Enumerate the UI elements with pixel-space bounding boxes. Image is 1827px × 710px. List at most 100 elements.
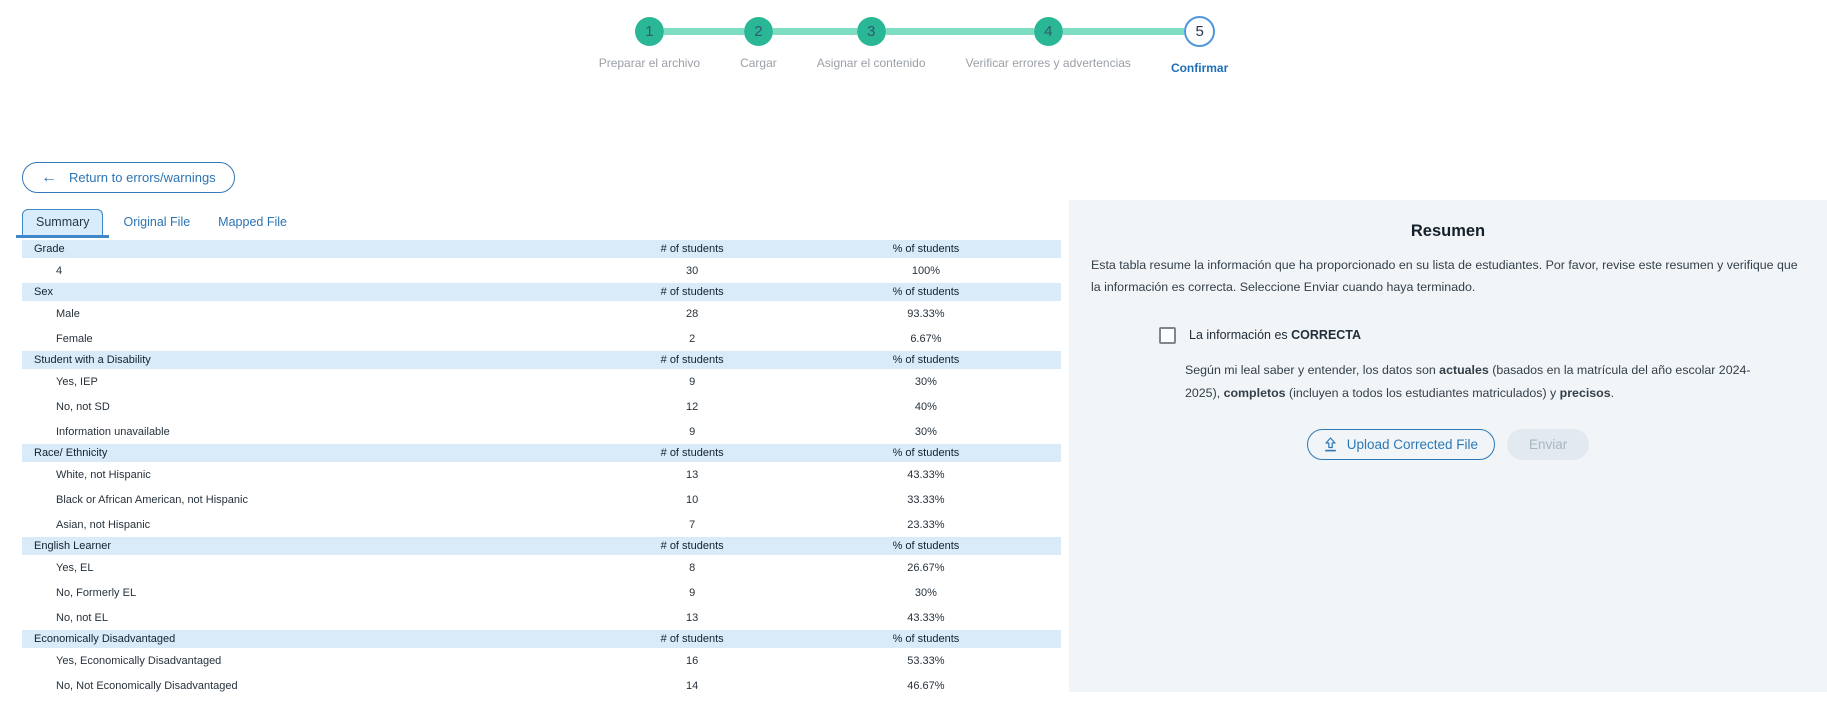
upload-button-label: Upload Corrected File	[1346, 436, 1479, 452]
row-percent: 26.67%	[907, 561, 945, 574]
panel-intro-text: Esta tabla resume la información que ha …	[1091, 258, 1798, 295]
row-label: No, Not Economically Disadvantaged	[56, 679, 238, 692]
row-label: Female	[56, 332, 93, 345]
table-row: Yes, IEP 9 30%	[22, 369, 1061, 394]
section-category-label: Sex	[34, 286, 53, 298]
step-connector-left	[1150, 27, 1185, 35]
row-label: Information unavailable	[56, 425, 170, 438]
col-header-count: # of students	[660, 286, 724, 298]
col-header-count: # of students	[660, 540, 724, 552]
section-category-label: Economically Disadvantaged	[34, 633, 176, 645]
col-header-percent: % of students	[892, 354, 960, 366]
row-label: Asian, not Hispanic	[56, 518, 151, 531]
row-percent: 30%	[914, 375, 937, 388]
row-percent: 30%	[914, 586, 937, 599]
col-header-count: # of students	[660, 354, 724, 366]
confirmation-panel: Resumen Esta tabla resume la información…	[1069, 200, 1827, 692]
table-row: Yes, EL 8 26.67%	[22, 555, 1061, 580]
row-count: 9	[689, 425, 696, 438]
table-row: No, Formerly EL 9 30%	[22, 580, 1061, 605]
step-3: 3 Asignar el contenido	[796, 15, 946, 75]
table-row: Black or African American, not Hispanic 1…	[22, 487, 1061, 512]
table-section-header: Grade # of students % of students	[22, 240, 1061, 258]
row-count: 8	[689, 561, 696, 574]
row-count: 16	[686, 654, 699, 667]
step-2: 2 Cargar	[720, 15, 797, 75]
back-arrow-icon: ←	[41, 168, 57, 186]
tab-mapped-file[interactable]: Mapped File	[218, 215, 287, 229]
summary-table: Grade # of students % of students 4 30 100% Se…	[22, 240, 1061, 698]
step-connector-left	[945, 27, 1034, 35]
row-label: No, not SD	[56, 400, 110, 413]
row-percent: 43.33%	[907, 468, 945, 481]
row-count: 14	[686, 679, 699, 692]
row-label: Male	[56, 307, 80, 320]
step-circle-4: 4	[1033, 16, 1063, 46]
step-circle-2: 2	[743, 16, 773, 46]
step-4: 4 Verificar errores y advertencias	[945, 15, 1151, 75]
col-header-count: # of students	[660, 633, 724, 645]
row-count: 28	[686, 307, 699, 320]
section-category-label: English Learner	[34, 540, 112, 552]
col-header-percent: % of students	[892, 243, 960, 255]
table-section-header: Economically Disadvantaged # of students%…	[22, 630, 1061, 648]
table-section-header: English Learner # of students % of student…	[22, 537, 1061, 555]
row-percent: 93.33%	[907, 307, 945, 320]
step-track: 3	[796, 15, 946, 47]
row-percent: 100%	[911, 264, 940, 277]
information-correct-checkbox[interactable]	[1159, 326, 1176, 344]
row-count: 13	[686, 468, 699, 481]
row-count: 9	[689, 586, 696, 599]
table-row: Information unavailable 9 30%	[22, 419, 1061, 444]
row-percent: 33.33%	[907, 493, 945, 506]
step-1: 1 Preparar el archivo	[579, 15, 721, 75]
return-to-errors-button[interactable]: ← Return to errors/warnings	[22, 162, 235, 193]
row-percent: 23.33%	[907, 518, 945, 531]
step-track: 5	[1150, 15, 1248, 47]
step-circle-5: 5	[1184, 15, 1216, 47]
row-count: 30	[686, 264, 699, 277]
step-label: Preparar el archivo	[598, 56, 701, 70]
section-category-label: Grade	[34, 243, 65, 255]
row-count: 10	[686, 493, 699, 506]
row-label: White, not Hispanic	[56, 468, 151, 481]
step-connector-right	[885, 27, 946, 35]
table-row: 4 30 100%	[22, 258, 1061, 283]
col-header-percent: % of students	[892, 447, 960, 459]
table-section-header: Race/ Ethnicity # of students % of student…	[22, 444, 1061, 462]
row-label: Yes, EL	[56, 561, 94, 574]
col-header-count: # of students	[660, 243, 724, 255]
wizard-stepper: 1 Preparar el archivo 2 Cargar 3 Asignar el c…	[0, 15, 1827, 75]
file-view-tabs: Summary Original File Mapped File	[15, 209, 301, 238]
row-label: No, not EL	[56, 611, 108, 624]
row-label: Yes, Economically Disadvantaged	[56, 654, 222, 667]
step-track: 2	[720, 15, 797, 47]
step-connector-right	[663, 27, 721, 35]
row-label: Yes, IEP	[56, 375, 98, 388]
row-percent: 30%	[914, 425, 937, 438]
row-percent: 46.67%	[907, 679, 945, 692]
row-count: 2	[689, 332, 696, 345]
tab-original-file[interactable]: Original File	[123, 215, 191, 229]
table-row: White, not Hispanic 13 43.33%	[22, 462, 1061, 487]
row-percent: 43.33%	[907, 611, 945, 624]
panel-title: Resumen	[1410, 222, 1486, 240]
step-label: Verificar errores y advertencias	[965, 56, 1131, 70]
table-row: No, not EL 13 43.33%	[22, 605, 1061, 630]
table-row: Asian, not Hispanic 7 23.33%	[22, 512, 1061, 537]
tab-summary[interactable]: Summary	[15, 209, 111, 238]
row-percent: 6.67%	[910, 332, 942, 345]
row-count: 7	[689, 518, 696, 531]
step-label: Asignar el contenido	[816, 56, 926, 70]
step-5: 5 Confirmar	[1150, 15, 1248, 75]
submit-button[interactable]: Enviar	[1507, 428, 1590, 460]
table-section-header: Sex # of students % of students	[22, 283, 1061, 301]
section-category-label: Student with a Disability	[34, 354, 151, 366]
step-connector-left	[796, 27, 857, 35]
upload-corrected-file-button[interactable]: Upload Corrected File	[1306, 428, 1496, 460]
step-connector-right	[1062, 27, 1151, 35]
row-count: 9	[689, 375, 696, 388]
row-percent: 40%	[914, 400, 937, 413]
col-header-count: # of students	[660, 447, 724, 459]
checkbox-label: La información es CORRECTA	[1189, 328, 1362, 343]
